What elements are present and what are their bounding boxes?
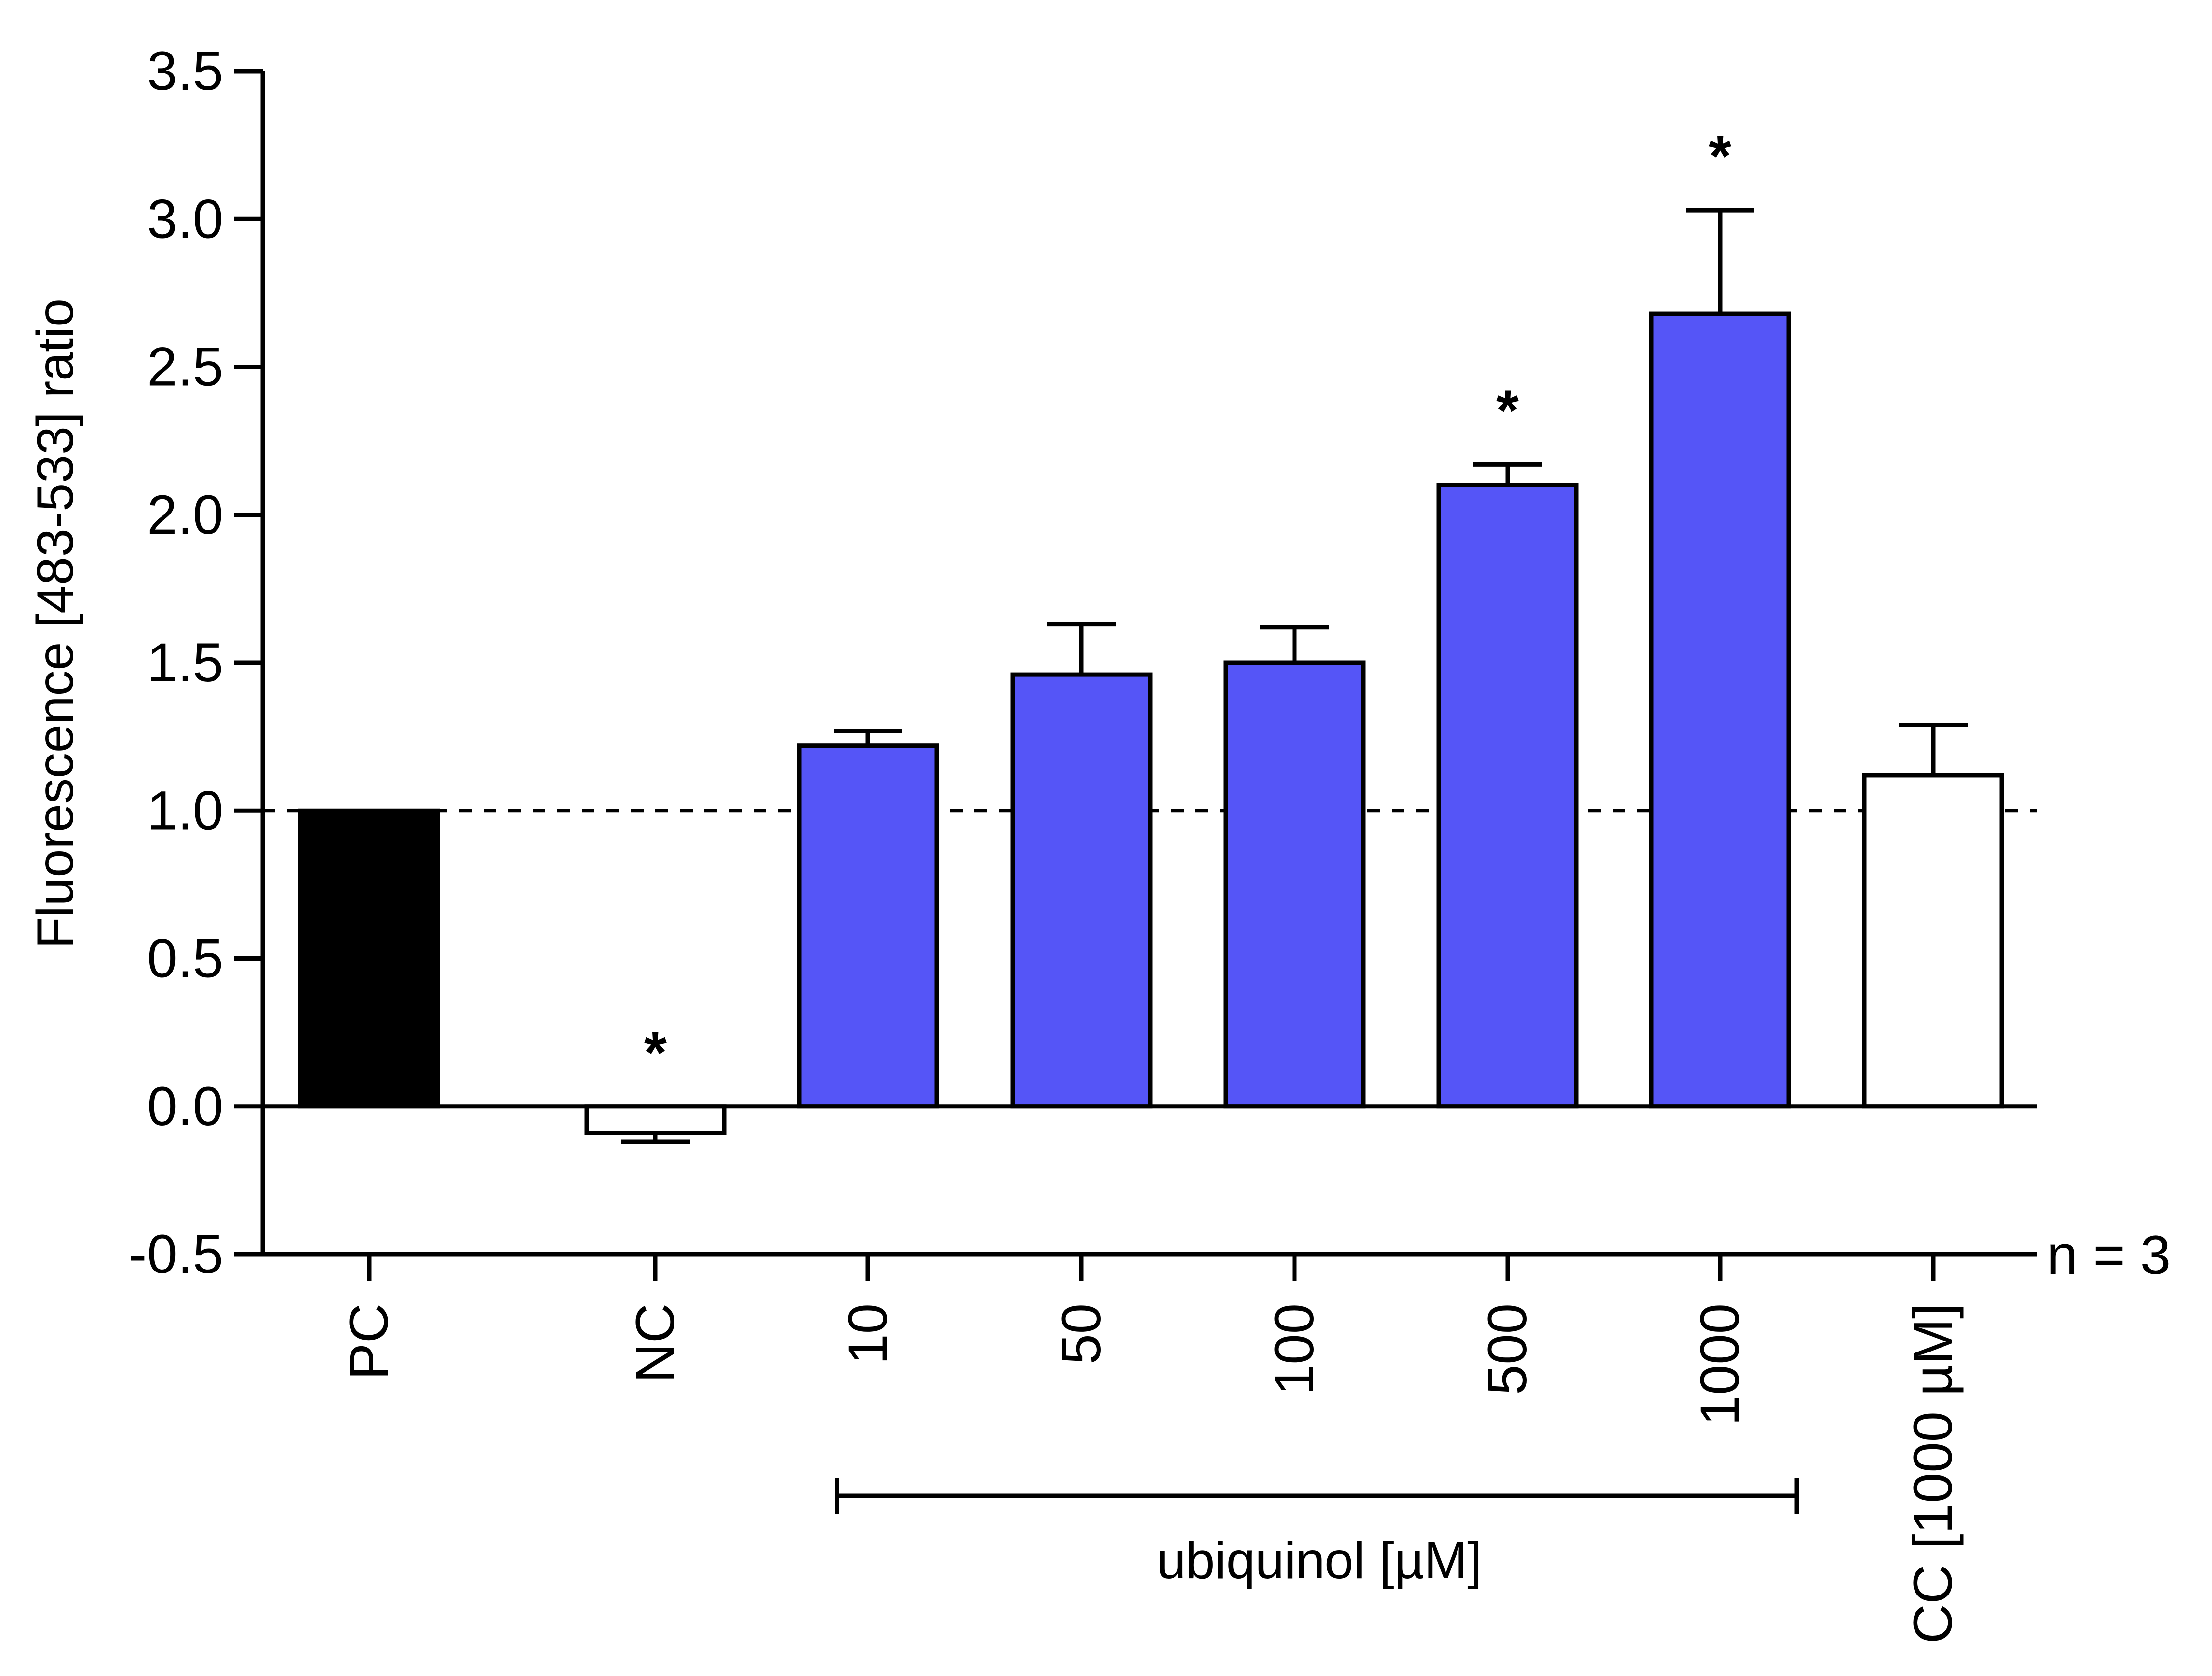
y-tick-label: 2.5 (147, 336, 223, 398)
significance-marker: * (644, 1020, 667, 1085)
x-category-label: PC (338, 1303, 400, 1380)
x-category-label: 500 (1477, 1303, 1538, 1395)
labels-layer: * * * -0.5 0.0 0.5 1.0 1.5 2.0 2.5 3.0 3.5 Fluoresce… (27, 40, 2171, 1644)
significance-marker: * (1709, 124, 1731, 189)
y-tick-label: 1.5 (147, 632, 223, 693)
x-category-label: 1000 (1689, 1303, 1751, 1426)
y-tick-label: 0.0 (147, 1076, 223, 1137)
y-tick-label: -0.5 (129, 1223, 223, 1285)
x-category-label: 10 (837, 1303, 898, 1365)
x-category-label: 50 (1051, 1303, 1112, 1365)
axes-layer (234, 69, 2037, 1514)
x-category-label: CC [1000 µM] (1902, 1303, 1964, 1644)
y-tick-label: 3.0 (147, 188, 223, 249)
y-tick-label: 0.5 (147, 928, 223, 989)
bar-1000 (1649, 311, 1791, 1109)
group-label: ubiquinol [µM] (1157, 1532, 1482, 1590)
bars-layer (298, 208, 2004, 1144)
n-label: n = 3 (2047, 1224, 2171, 1286)
bar-pc (298, 808, 440, 1109)
y-tick-label: 3.5 (147, 40, 223, 102)
y-axis-title: Fluorescence [483-533] ratio (27, 298, 84, 948)
bar-cc-1000-m- (1862, 773, 2004, 1109)
x-category-label: 100 (1264, 1303, 1325, 1395)
y-tick-label: 1.0 (147, 780, 223, 841)
y-tick-label: 2.0 (147, 484, 223, 545)
x-category-label: NC (624, 1303, 686, 1383)
significance-marker: * (1496, 378, 1519, 443)
bar-50 (1010, 672, 1153, 1109)
bar-500 (1436, 483, 1579, 1109)
bar-100 (1223, 660, 1366, 1109)
bar-10 (797, 743, 939, 1109)
bar-nc (584, 1104, 727, 1135)
